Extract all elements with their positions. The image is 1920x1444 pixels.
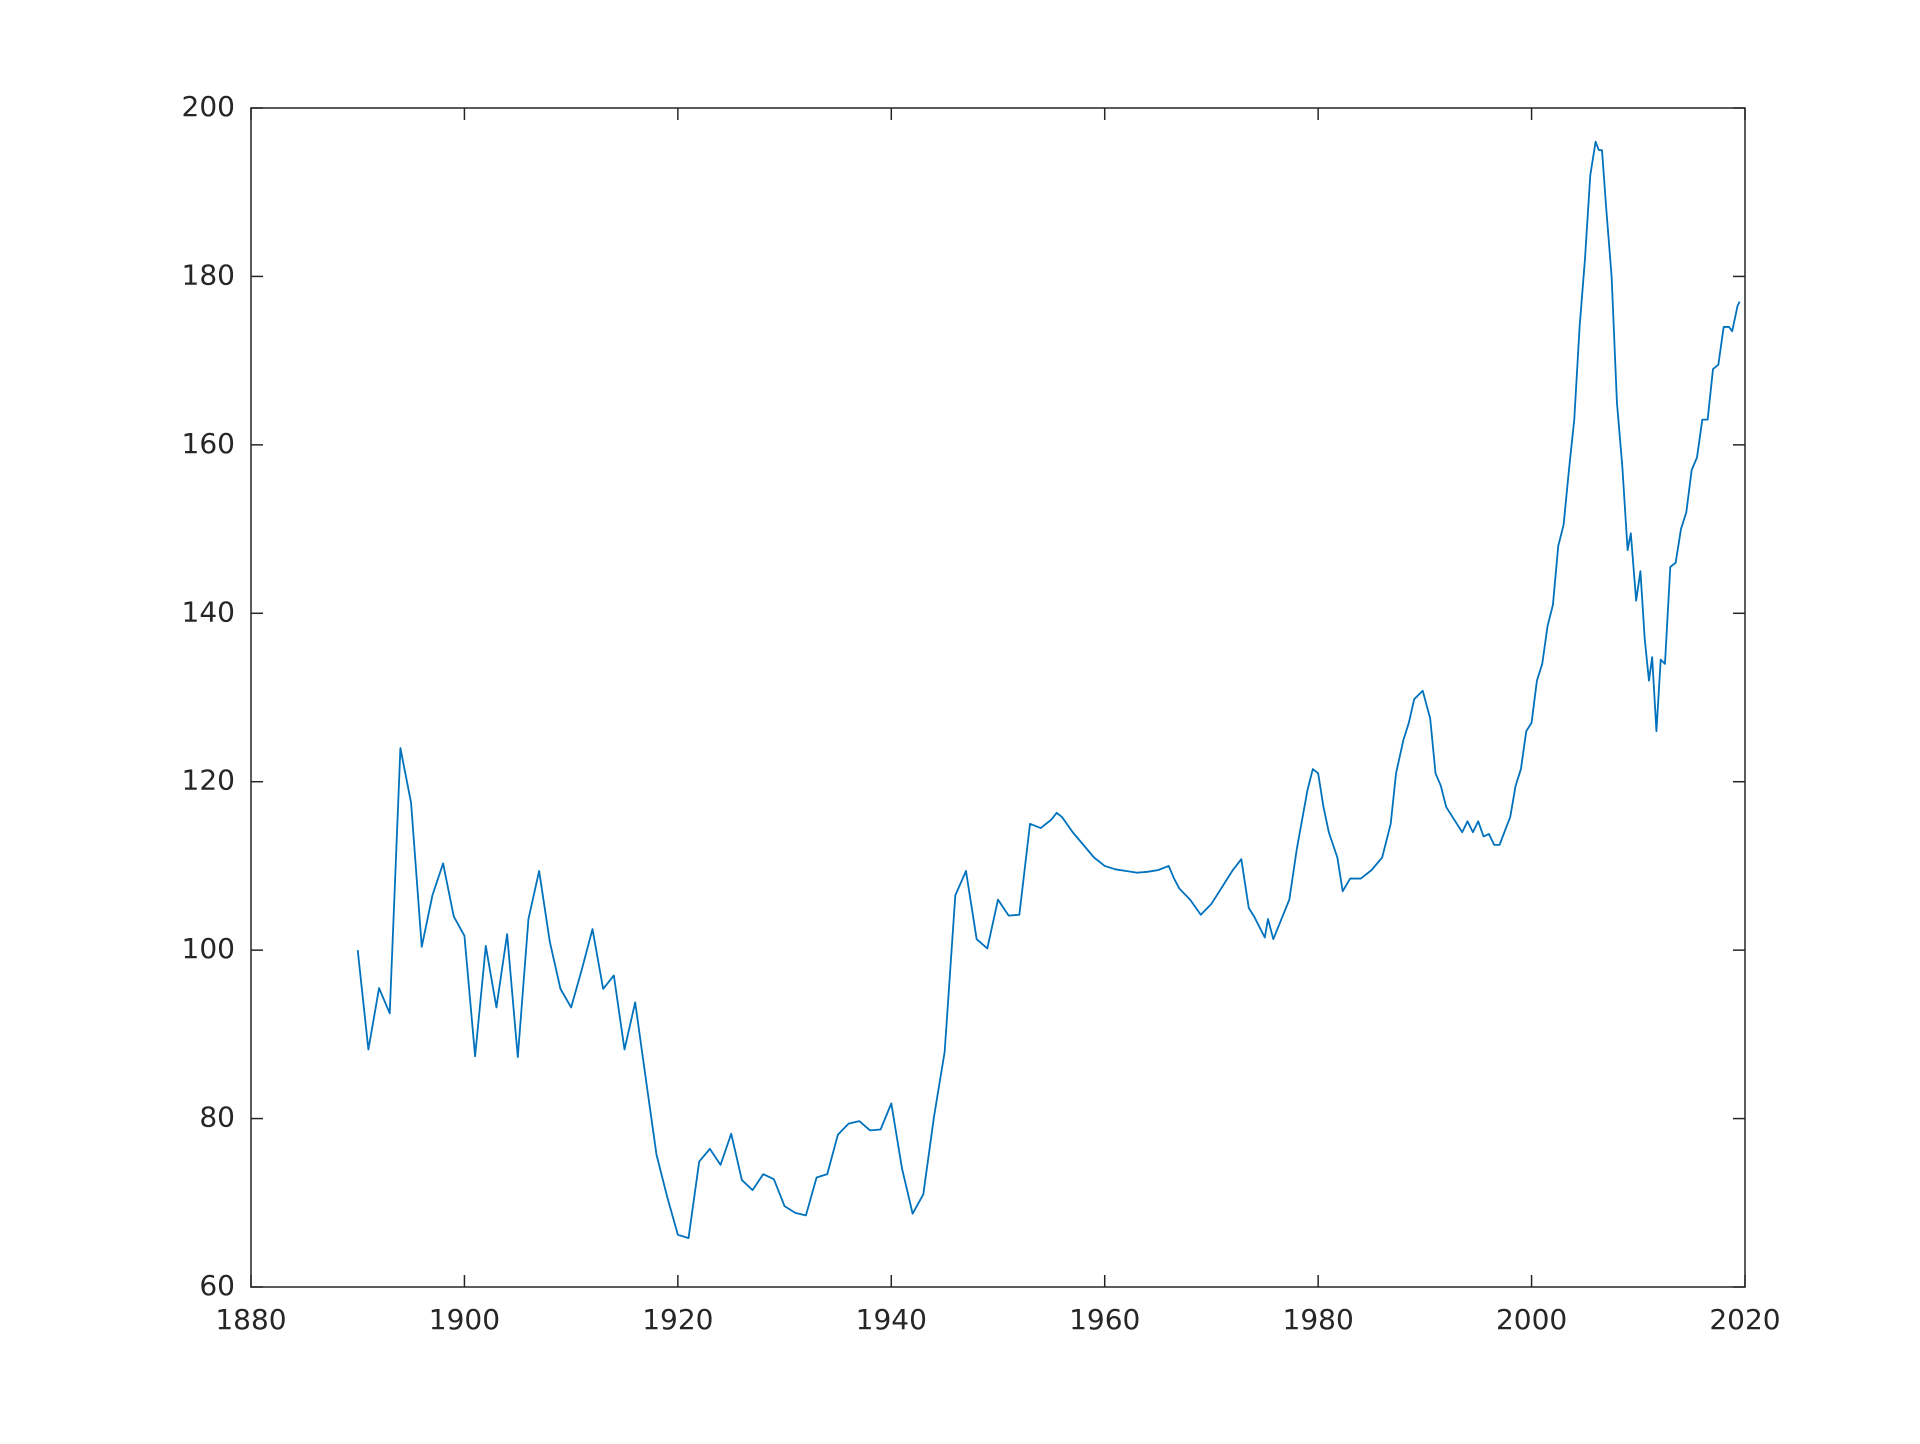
y-tick-label: 60 (199, 1269, 235, 1302)
x-tick-label: 1900 (429, 1303, 500, 1336)
y-tick-label: 120 (182, 764, 235, 797)
y-tick-label: 100 (182, 932, 235, 965)
y-tick-label: 200 (182, 90, 235, 123)
x-tick-label: 1920 (642, 1303, 713, 1336)
y-tick-label: 160 (182, 427, 235, 460)
x-tick-label: 1960 (1069, 1303, 1140, 1336)
x-tick-label: 2000 (1496, 1303, 1567, 1336)
data-line (356, 140, 1741, 1240)
x-tick-label: 1880 (215, 1303, 286, 1336)
y-tick-label: 140 (182, 595, 235, 628)
y-tick-label: 80 (199, 1101, 235, 1134)
x-tick-label: 1940 (856, 1303, 927, 1336)
x-tick-label: 1980 (1283, 1303, 1354, 1336)
x-tick-label: 2020 (1709, 1303, 1780, 1336)
y-tick-label: 180 (182, 258, 235, 291)
plot-frame (250, 107, 1746, 1288)
